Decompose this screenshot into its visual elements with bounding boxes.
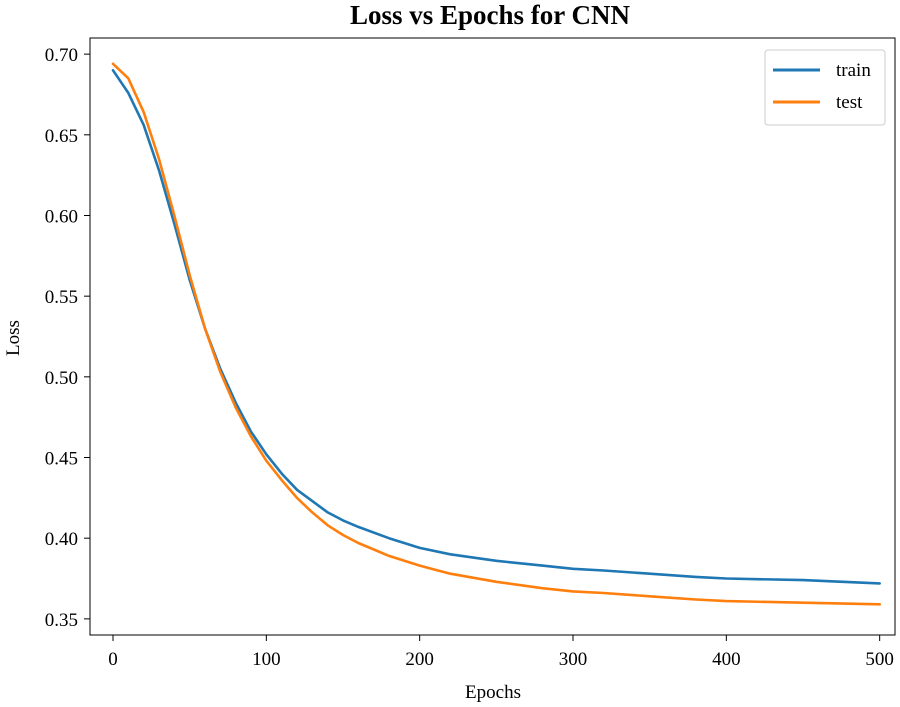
- y-tick-label: 0.65: [45, 126, 78, 147]
- x-tick-label: 300: [559, 649, 588, 670]
- legend: train test: [764, 49, 886, 126]
- plot-area: [89, 37, 896, 636]
- series-line-test: [111, 62, 882, 606]
- y-axis-label: Loss: [3, 320, 24, 356]
- legend-label-train: train: [836, 60, 871, 81]
- y-tick-label: 0.50: [45, 368, 78, 389]
- y-axis: 0.35 0.40 0.45 0.50 0.55 0.60 0.65 0.70: [45, 45, 90, 631]
- y-tick-label: 0.55: [45, 287, 78, 308]
- series-layer: [111, 62, 882, 606]
- x-tick-label: 0: [108, 649, 118, 670]
- y-tick-label: 0.40: [45, 529, 78, 550]
- x-axis-label: Epochs: [465, 682, 521, 703]
- chart-title: Loss vs Epochs for CNN: [350, 0, 631, 30]
- y-tick-label: 0.60: [45, 206, 78, 227]
- x-axis: 0 100 200 300 400 500: [108, 635, 894, 670]
- legend-label-test: test: [836, 92, 863, 113]
- y-tick-label: 0.45: [45, 449, 78, 470]
- x-tick-label: 400: [712, 649, 741, 670]
- x-tick-label: 500: [865, 649, 894, 670]
- series-line-train: [111, 69, 882, 585]
- x-tick-label: 100: [252, 649, 281, 670]
- y-tick-label: 0.35: [45, 610, 78, 631]
- x-tick-label: 200: [405, 649, 434, 670]
- y-tick-label: 0.70: [45, 45, 78, 66]
